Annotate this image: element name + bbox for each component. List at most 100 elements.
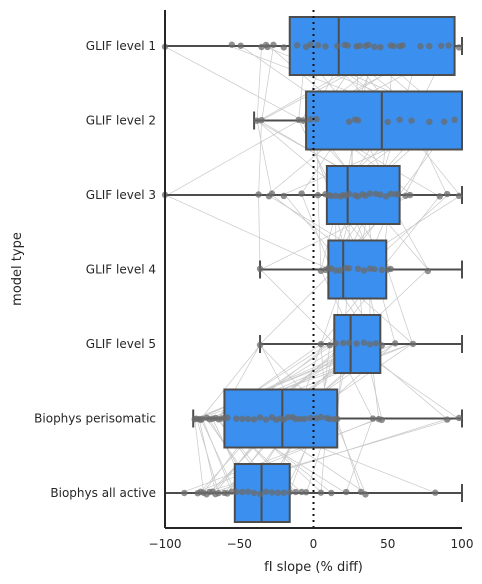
y-tick-label: GLIF level 4 xyxy=(86,263,156,277)
data-point xyxy=(377,43,384,51)
data-point xyxy=(299,117,307,124)
data-point xyxy=(371,43,378,51)
data-point xyxy=(292,488,299,496)
data-point xyxy=(345,118,353,125)
data-point xyxy=(307,41,314,48)
data-point xyxy=(384,118,391,126)
data-point xyxy=(233,488,240,496)
data-point xyxy=(307,414,314,422)
data-point xyxy=(256,265,264,273)
data-point xyxy=(307,116,314,123)
data-point xyxy=(256,490,264,498)
data-point xyxy=(328,489,335,497)
data-point xyxy=(317,340,325,348)
y-tick-label: GLIF level 2 xyxy=(86,114,156,128)
data-point xyxy=(371,265,378,273)
connector-line xyxy=(197,417,379,493)
data-point xyxy=(256,341,264,349)
data-point xyxy=(426,118,433,126)
data-point xyxy=(362,491,369,498)
connector-line xyxy=(164,120,299,197)
connector-line xyxy=(201,417,233,492)
x-tick-label: 50 xyxy=(380,537,395,551)
axis-spines xyxy=(164,10,462,529)
data-point xyxy=(345,190,353,198)
data-point xyxy=(399,42,406,49)
data-point xyxy=(354,117,362,124)
data-point xyxy=(455,44,463,51)
y-tick-label: GLIF level 5 xyxy=(86,337,156,351)
data-point xyxy=(378,416,386,424)
data-point xyxy=(298,190,305,197)
data-point xyxy=(322,43,329,50)
data-point xyxy=(451,116,458,124)
data-point xyxy=(432,489,439,496)
data-point xyxy=(215,489,222,497)
data-point xyxy=(372,340,380,347)
data-point xyxy=(443,190,451,198)
data-point xyxy=(244,488,252,495)
data-point xyxy=(436,193,443,200)
data-point xyxy=(455,192,463,200)
data-point xyxy=(296,415,304,423)
data-point xyxy=(181,489,188,497)
data-point xyxy=(228,41,236,48)
data-point xyxy=(378,266,386,274)
data-point xyxy=(313,115,320,123)
data-point xyxy=(406,191,414,199)
data-point xyxy=(268,190,276,197)
data-point xyxy=(250,416,258,423)
data-point xyxy=(366,190,374,197)
box-iqr xyxy=(305,90,464,151)
data-point xyxy=(426,42,433,50)
connector-line xyxy=(259,268,337,345)
y-tick-label: GLIF level 3 xyxy=(86,188,156,202)
data-point xyxy=(239,415,246,423)
data-point xyxy=(377,191,384,198)
connector-line xyxy=(387,269,414,346)
data-point xyxy=(280,44,287,51)
data-point xyxy=(455,414,463,422)
data-point xyxy=(438,42,445,50)
connector-line xyxy=(256,46,262,122)
data-point xyxy=(286,488,293,496)
x-tick-label: −100 xyxy=(149,537,182,551)
data-point xyxy=(369,415,377,422)
data-point xyxy=(262,416,270,423)
x-tick-labels: −100 −50 0 50 100 xyxy=(149,537,474,551)
connector-line xyxy=(259,268,337,346)
data-point xyxy=(337,267,344,274)
data-point xyxy=(274,489,282,496)
data-point xyxy=(340,339,347,347)
x-tick-label: 100 xyxy=(451,537,474,551)
x-axis-label: fI slope (% diff) xyxy=(264,560,363,575)
data-point xyxy=(353,340,360,347)
data-point xyxy=(366,341,374,348)
data-point xyxy=(293,42,301,49)
data-point xyxy=(387,265,394,273)
data-point xyxy=(239,488,246,496)
data-point xyxy=(378,342,386,349)
data-point xyxy=(440,118,448,125)
data-point xyxy=(314,42,322,49)
data-point xyxy=(280,489,287,496)
data-point xyxy=(332,340,339,347)
y-axis-label: model type xyxy=(10,232,25,306)
data-point xyxy=(326,342,334,349)
data-point xyxy=(356,42,363,50)
data-point xyxy=(443,416,451,423)
data-point xyxy=(302,489,310,496)
x-tick-label: −50 xyxy=(227,537,252,551)
y-tick-labels: GLIF level 1 GLIF level 2 GLIF level 3 GLIF… xyxy=(34,39,156,500)
data-point xyxy=(408,117,415,124)
data-point xyxy=(345,265,353,272)
connector-line xyxy=(261,45,274,122)
data-point xyxy=(360,339,368,346)
data-point xyxy=(445,42,452,49)
data-point xyxy=(342,488,350,496)
data-point xyxy=(396,116,403,123)
data-point xyxy=(244,415,252,423)
data-point xyxy=(255,191,262,198)
data-point xyxy=(317,413,325,421)
